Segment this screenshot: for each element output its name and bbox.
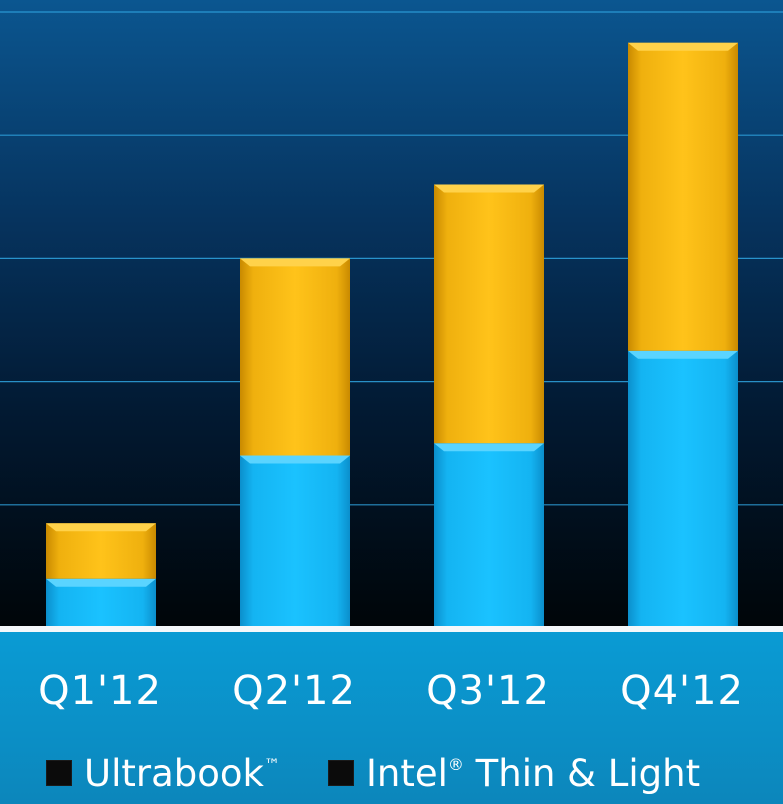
bar-thin-light-q2 — [240, 258, 350, 456]
trademark-mark: ™ — [263, 754, 280, 774]
legend-swatch-ultrabook — [46, 760, 72, 786]
bar-cap-ultrabook-q3 — [434, 443, 544, 452]
bar-thin-light-q3 — [434, 184, 544, 444]
bar-cap-ultrabook-q1 — [46, 578, 156, 587]
bar-thin-light-q4 — [628, 42, 738, 351]
bar-cap-ultrabook-q4 — [628, 350, 738, 359]
x-tick-q3: Q3'12 — [426, 668, 550, 714]
bar-ultrabook-q2 — [240, 455, 350, 628]
bar-ultrabook-q4 — [628, 350, 738, 628]
bar-cap-thin-light-q4 — [628, 42, 738, 51]
x-tick-q1: Q1'12 — [38, 668, 162, 714]
bar-cap-ultrabook-q2 — [240, 455, 350, 464]
legend-item-thin-light: Intel® Thin & Light — [327, 751, 701, 795]
legend: Ultrabook™ Intel® Thin & Light — [46, 748, 748, 798]
bar-thin-light-q1 — [46, 523, 156, 579]
bar-ultrabook-q3 — [434, 443, 544, 628]
bar-cap-thin-light-q1 — [46, 523, 156, 532]
legend-label-thin-light: Intel® Thin & Light — [365, 751, 701, 795]
legend-item-ultrabook: Ultrabook™ — [46, 752, 280, 795]
legend-label-ultrabook: Ultrabook™ — [84, 751, 280, 795]
bar-ultrabook-q1 — [46, 578, 156, 628]
x-tick-q4: Q4'12 — [620, 668, 744, 714]
bar-cap-thin-light-q2 — [240, 258, 350, 267]
category-band — [0, 632, 783, 804]
bar-cap-thin-light-q3 — [434, 184, 544, 193]
x-tick-q2: Q2'12 — [232, 668, 356, 714]
chart-plot — [0, 11, 783, 628]
x-axis-baseline — [0, 626, 783, 632]
legend-swatch-thin-light — [327, 760, 354, 786]
registered-mark: ® — [447, 754, 464, 774]
